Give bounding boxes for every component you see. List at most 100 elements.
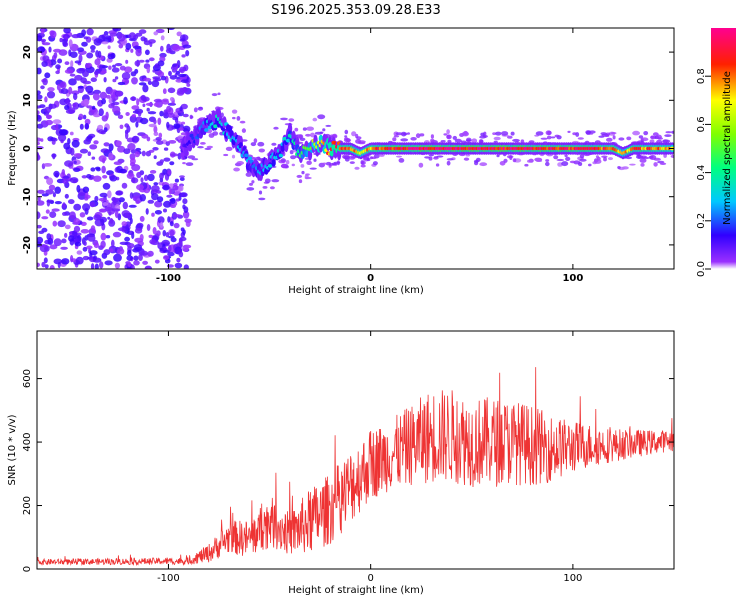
noise-speckle [665,131,672,134]
ridge-cell [267,164,273,168]
noise-speckle [93,214,102,221]
noise-speckle [206,145,213,149]
noise-speckle [136,222,144,229]
noise-speckle [113,253,122,262]
noise-speckle [168,140,177,144]
noise-speckle [312,117,318,122]
noise-speckle [182,245,189,252]
noise-speckle [290,155,297,160]
noise-speckle [112,105,121,114]
noise-speckle [68,86,73,95]
noise-speckle [62,175,70,179]
noise-speckle [93,38,102,46]
noise-speckle [60,246,68,250]
noise-speckle [344,135,348,138]
noise-speckle [126,125,131,133]
noise-speckle [163,157,171,162]
noise-speckle [577,137,584,140]
y-tick-label: 20 [22,45,33,59]
noise-speckle [65,97,70,106]
noise-speckle [306,126,314,131]
noise-speckle [550,136,556,139]
noise-speckle [598,135,605,138]
noise-speckle [343,155,350,160]
noise-speckle [37,46,46,53]
noise-speckle [37,141,40,146]
noise-speckle [155,28,165,34]
noise-speckle [130,264,135,269]
noise-speckle [136,98,140,106]
noise-speckle [393,135,400,138]
noise-speckle [322,128,326,132]
noise-speckle [37,105,42,109]
noise-speckle [37,236,44,244]
colorbar-gradient [711,28,736,269]
noise-speckle [91,107,98,115]
noise-speckle [68,78,77,86]
noise-speckle [109,248,114,253]
noise-speckle [82,203,91,212]
noise-speckle [70,147,75,156]
noise-speckle [145,49,150,56]
noise-speckle [100,148,110,153]
noise-speckle [447,139,452,144]
noise-speckle [138,29,147,34]
y-tick-label: 200 [22,496,33,515]
noise-speckle [126,243,135,249]
noise-speckle [160,45,164,52]
noise-speckle [74,74,83,81]
noise-speckle [117,145,126,153]
noise-speckle [117,227,126,232]
noise-speckle [140,250,149,256]
ridge-cell [184,144,189,157]
noise-speckle [135,200,140,205]
noise-speckle [400,138,409,142]
noise-speckle [618,137,625,141]
x-tick-label: 0 [367,573,373,584]
noise-speckle [73,92,78,101]
noise-speckle [106,94,111,99]
noise-speckle [298,179,303,184]
noise-speckle [127,261,131,268]
noise-speckle [236,161,244,165]
noise-speckle [49,103,57,109]
noise-speckle [579,158,587,162]
noise-speckle [157,196,164,203]
noise-speckle [612,135,616,140]
snr-ticks: -100 0 100 0 200 400 600 [22,331,674,584]
noise-speckle [64,69,74,74]
noise-speckle [82,255,90,261]
noise-speckle [288,118,295,122]
noise-speckle [168,187,172,195]
x-tick-label: -100 [156,273,181,284]
noise-speckle [62,38,68,47]
noise-speckle [90,49,96,53]
noise-speckle [264,178,271,184]
noise-speckle [142,84,149,93]
noise-speckle [41,60,48,67]
noise-speckle [168,245,172,252]
noise-speckle [172,63,178,67]
noise-speckle [37,196,41,202]
noise-speckle [121,72,131,80]
noise-speckle [102,202,109,206]
colorbar-ticks: 0.0 0.2 0.4 0.6 0.8 [696,68,711,277]
noise-speckle [179,106,183,112]
noise-speckle [124,66,133,73]
noise-speckle [107,53,115,60]
noise-speckle [124,212,130,219]
noise-speckle [46,91,56,99]
noise-speckle [140,177,144,183]
noise-speckle [69,211,76,219]
noise-speckle [108,30,117,35]
noise-speckle [157,71,165,78]
ridge-cell [187,143,193,152]
noise-speckle [107,190,112,199]
noise-speckle [299,137,306,141]
noise-speckle [53,238,62,247]
noise-speckle [93,113,101,118]
noise-speckle [100,240,106,249]
noise-speckle [115,91,123,97]
noise-speckle [147,111,157,115]
noise-speckle [180,79,189,83]
